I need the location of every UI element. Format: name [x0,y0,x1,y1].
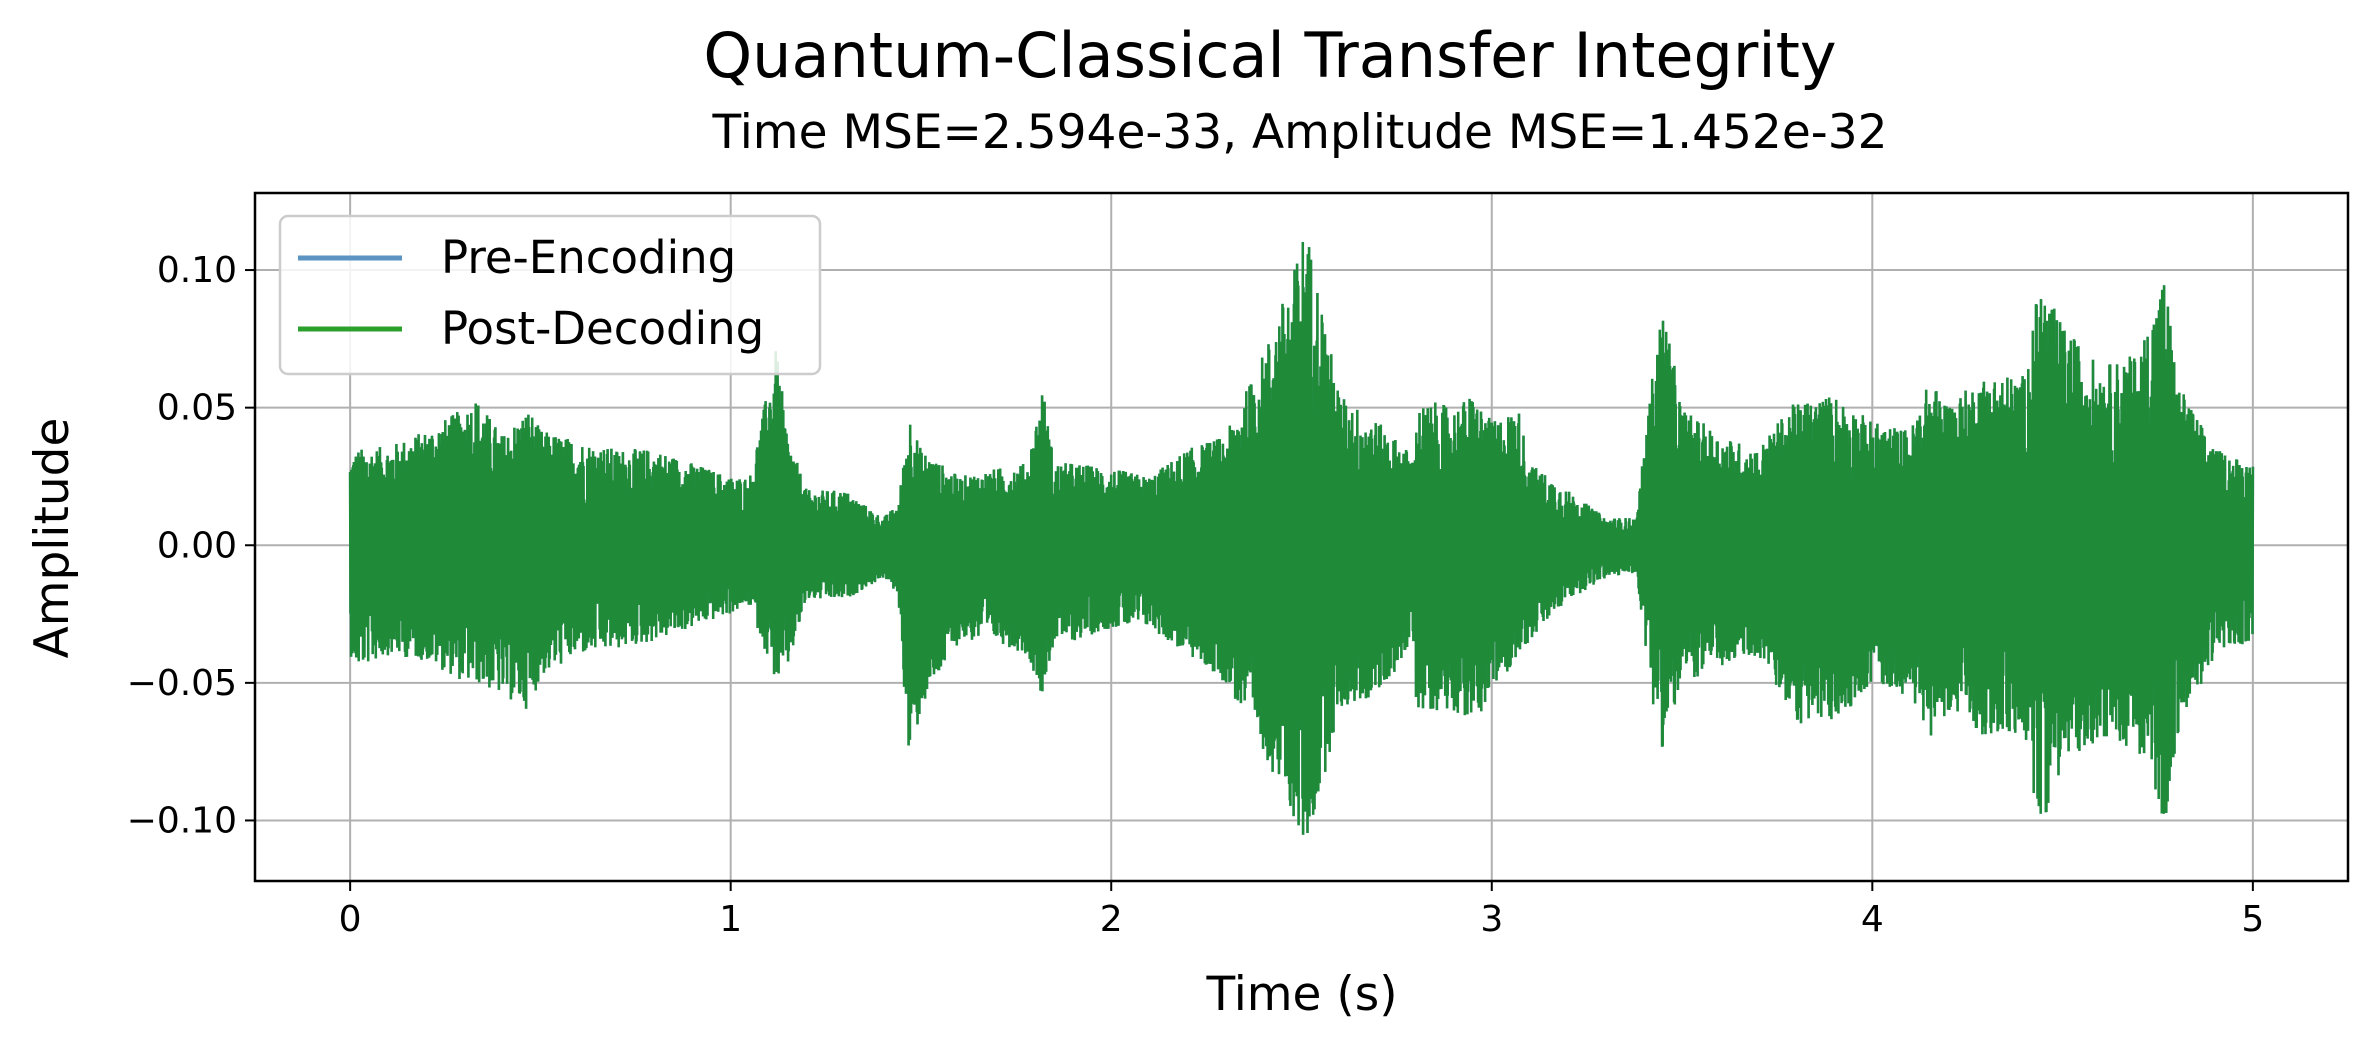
x-tick-label: 5 [2241,899,2264,940]
x-axis: 0 1 2 3 4 5 [339,881,2264,940]
y-tick-label: 0.05 [157,388,237,429]
x-tick-label: 3 [1480,899,1503,940]
legend-label-post-decoding: Post-Decoding [441,302,764,355]
x-tick-label: 4 [1861,899,1884,940]
y-axis-label: Amplitude [25,418,80,659]
y-tick-label: −0.05 [127,663,237,704]
y-tick-label: −0.10 [127,800,237,841]
waveform-series [348,241,2255,835]
x-tick-label: 0 [339,899,362,940]
plot-area-frame [253,191,2350,883]
legend-label-pre-encoding: Pre-Encoding [441,231,736,284]
x-axis-label: Time (s) [1205,967,1397,1022]
line-post-decoding [348,241,2255,835]
y-tick-label: 0.00 [157,525,237,566]
y-tick-label: 0.10 [157,250,237,291]
legend: Pre-Encoding Post-Decoding [278,214,822,376]
x-tick-label: 2 [1100,899,1123,940]
chart-title: Quantum-Classical Transfer Integrity [703,19,1836,92]
y-axis: −0.10 −0.05 0.00 0.05 0.10 [127,250,255,841]
chart-subtitle: Time MSE=2.594e-33, Amplitude MSE=1.452e… [711,105,1887,160]
legend-box [278,214,822,376]
x-tick-label: 1 [719,899,742,940]
